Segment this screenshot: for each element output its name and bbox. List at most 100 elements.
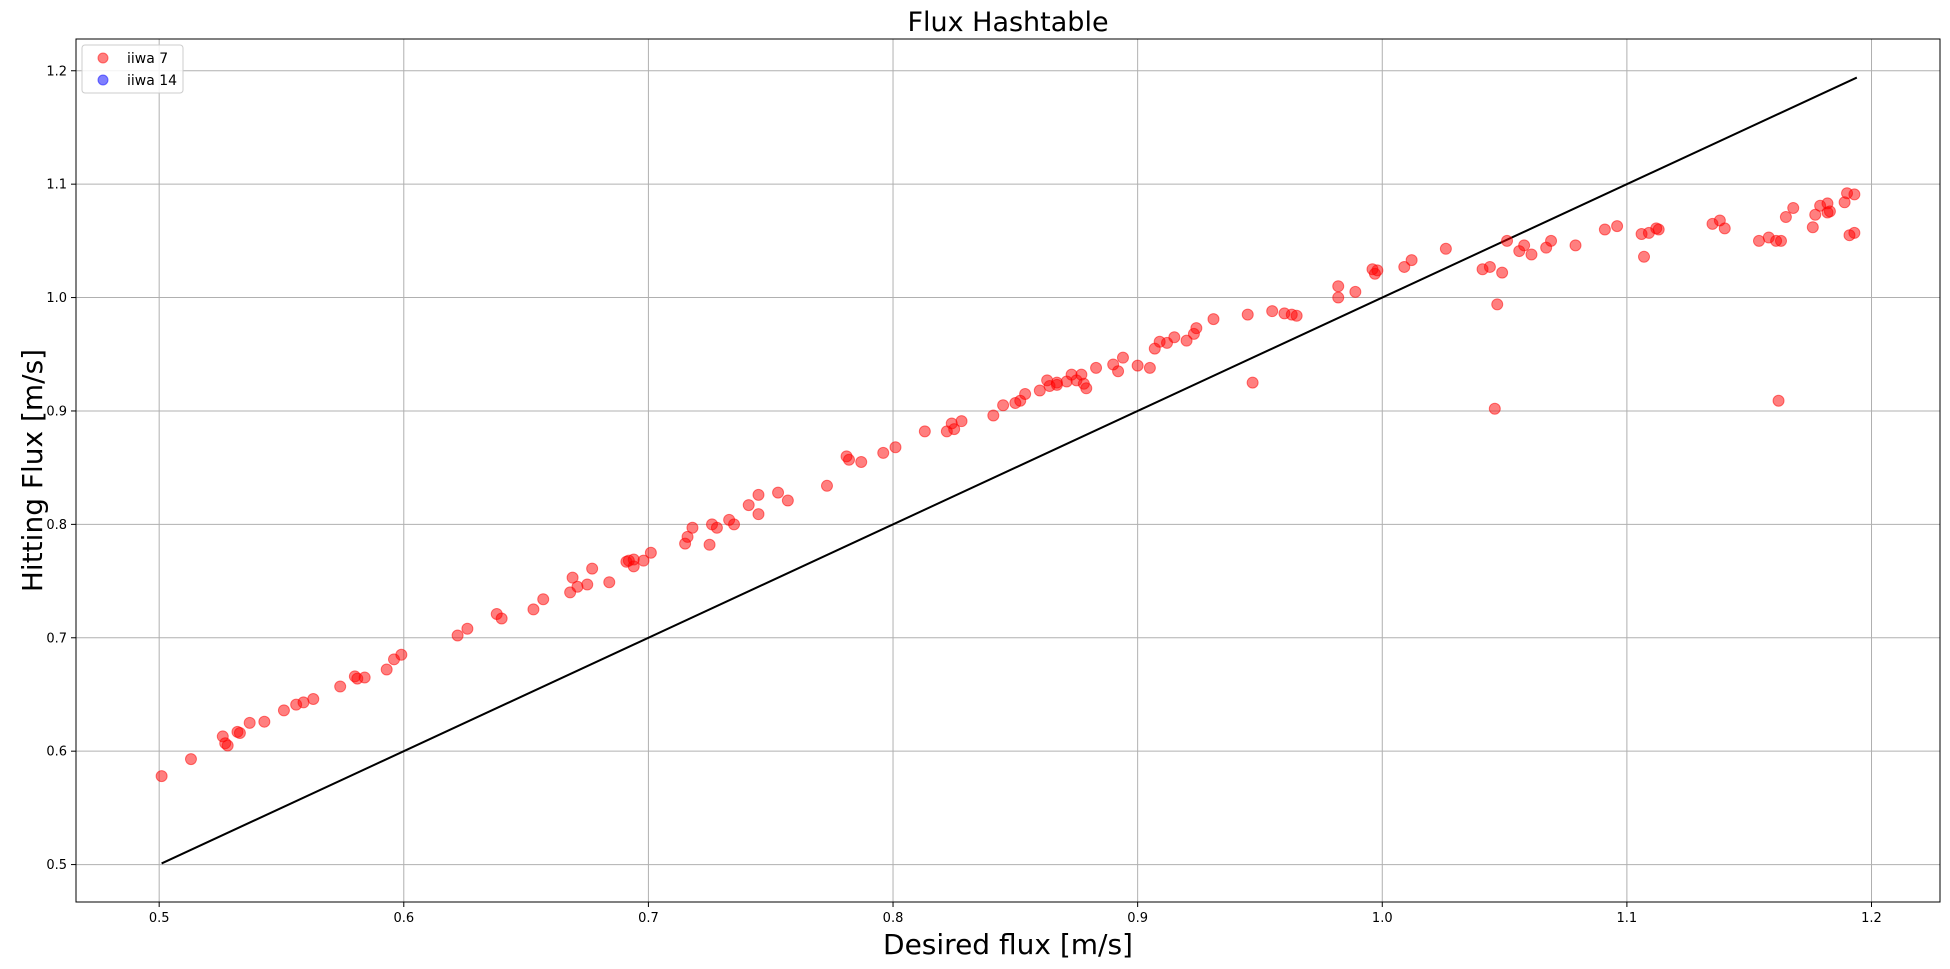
data-point <box>1518 239 1531 252</box>
reference-line <box>161 76 1858 865</box>
legend-marker-iiwa-14 <box>97 74 109 86</box>
data-point <box>1112 365 1125 378</box>
data-point <box>1266 305 1279 318</box>
chart-title: Flux Hashtable <box>907 7 1108 38</box>
data-point <box>1638 250 1651 263</box>
data-point <box>1246 376 1259 389</box>
data-point <box>1190 322 1203 335</box>
data-point <box>1787 201 1800 214</box>
y-axis-ticks: 0.5 0.6 0.7 0.8 0.9 1.0 1.1 1.2 <box>46 64 76 873</box>
data-point <box>948 423 961 436</box>
legend: iiwa 7 iiwa 14 <box>81 44 184 94</box>
y-tick-label: 0.6 <box>46 745 67 760</box>
data-point <box>1611 220 1624 233</box>
data-point <box>586 562 599 575</box>
data-point <box>1545 234 1558 247</box>
data-point <box>1809 208 1822 221</box>
data-point <box>918 425 931 438</box>
data-point <box>686 521 699 534</box>
data-point <box>380 663 393 676</box>
data-point <box>334 680 347 693</box>
x-tick-label: 0.8 <box>883 911 904 926</box>
data-point <box>603 576 616 589</box>
data-point <box>1779 211 1792 224</box>
data-point <box>742 499 755 512</box>
data-point <box>1491 298 1504 311</box>
data-point <box>1774 234 1787 247</box>
reference-line-layer <box>161 76 1858 865</box>
y-tick-label: 1.0 <box>46 291 67 306</box>
data-point <box>1116 351 1129 364</box>
data-point <box>1718 222 1731 235</box>
data-point <box>495 612 508 625</box>
data-point <box>1525 248 1538 261</box>
data-point <box>1180 334 1193 347</box>
data-point <box>581 578 594 591</box>
y-tick-label: 1.2 <box>46 64 67 79</box>
data-point <box>461 622 474 635</box>
data-point <box>681 530 694 543</box>
data-point <box>752 508 765 521</box>
data-point <box>258 715 271 728</box>
data-point <box>1496 266 1509 279</box>
data-point <box>1772 394 1785 407</box>
data-point <box>1332 280 1345 293</box>
x-tick-label: 1.1 <box>1617 911 1638 926</box>
legend-label-iiwa-7: iiwa 7 <box>127 51 168 67</box>
data-point <box>1439 242 1452 255</box>
data-point <box>1848 188 1861 201</box>
grid <box>76 39 1940 902</box>
x-tick-label: 0.9 <box>1127 911 1148 926</box>
data-point <box>1241 308 1254 321</box>
data-point <box>772 486 785 499</box>
data-point <box>1501 234 1514 247</box>
data-point <box>1398 260 1411 273</box>
data-point <box>1131 359 1144 372</box>
legend-label-iiwa-14: iiwa 14 <box>127 73 177 89</box>
data-point <box>1168 331 1181 344</box>
data-point <box>451 629 464 642</box>
data-point <box>997 399 1010 412</box>
data-point <box>889 441 902 454</box>
y-tick-label: 0.7 <box>46 631 67 646</box>
data-point <box>955 415 968 428</box>
data-point <box>221 739 234 752</box>
x-tick-label: 0.5 <box>149 911 170 926</box>
data-point <box>1652 223 1665 236</box>
data-point <box>1207 313 1220 326</box>
x-tick-label: 0.7 <box>638 911 659 926</box>
y-tick-label: 0.9 <box>46 404 67 419</box>
data-point <box>1332 291 1345 304</box>
data-point <box>1080 382 1093 395</box>
x-tick-label: 1.2 <box>1861 911 1882 926</box>
data-point <box>728 518 741 531</box>
data-point <box>1483 260 1496 273</box>
data-point <box>1019 387 1032 400</box>
data-point <box>1033 384 1046 397</box>
y-tick-label: 1.1 <box>46 178 67 193</box>
data-point <box>781 494 794 507</box>
data-point <box>627 560 640 573</box>
data-point <box>637 554 650 567</box>
data-point <box>184 753 197 766</box>
data-point <box>1143 361 1156 374</box>
data-point <box>1569 239 1582 252</box>
data-point <box>243 716 256 729</box>
data-point <box>277 704 290 717</box>
scatter-points <box>155 187 1861 783</box>
data-point <box>877 446 890 459</box>
y-tick-label: 0.8 <box>46 518 67 533</box>
data-point <box>987 409 1000 422</box>
data-point <box>842 453 855 466</box>
data-point <box>571 580 584 593</box>
data-point <box>1598 223 1611 236</box>
data-point <box>644 546 657 559</box>
plot-area-frame <box>75 38 1941 903</box>
data-point <box>1090 361 1103 374</box>
x-axis-ticks: 0.5 0.6 0.7 0.8 0.9 1.0 1.1 1.2 <box>149 902 1882 926</box>
data-point <box>752 488 765 501</box>
data-point <box>307 693 320 706</box>
data-point <box>703 538 716 551</box>
data-point <box>527 603 540 616</box>
